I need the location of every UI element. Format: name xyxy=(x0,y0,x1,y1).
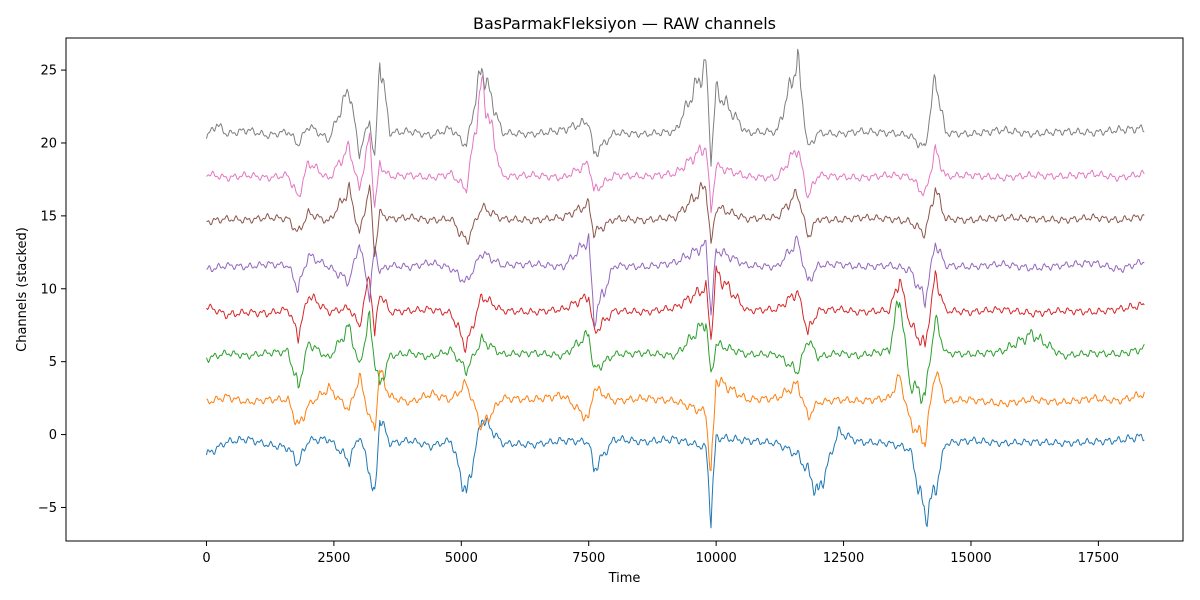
x-axis-ticks: 0 2500 5000 7500 10000 12500 15000 17500 xyxy=(202,541,1119,566)
x-tick-label: 17500 xyxy=(1078,551,1119,566)
channel-5-line xyxy=(206,233,1145,328)
channel-8-line xyxy=(206,48,1145,167)
channel-4-line xyxy=(206,265,1145,353)
x-tick-label: 5000 xyxy=(445,551,478,566)
x-tick-label: 10000 xyxy=(695,551,736,566)
x-tick-label: 12500 xyxy=(823,551,864,566)
x-axis-label: Time xyxy=(608,571,641,586)
x-tick-label: 0 xyxy=(202,551,210,566)
y-axis-label: Channels (stacked) xyxy=(15,227,30,352)
y-tick-label: 15 xyxy=(40,209,57,224)
channel-3-line xyxy=(206,300,1145,404)
axes-frame xyxy=(65,37,1184,542)
channel-1-line xyxy=(206,417,1145,529)
x-tick-label: 2500 xyxy=(317,551,350,566)
y-tick-label: 10 xyxy=(40,282,57,297)
y-tick-label: 5 xyxy=(49,355,57,370)
y-tick-label: 20 xyxy=(40,136,57,151)
y-tick-label: 0 xyxy=(49,428,57,443)
plot-background xyxy=(66,38,1183,541)
x-tick-label: 15000 xyxy=(950,551,991,566)
chart-title: BasParmakFleksiyon — RAW channels xyxy=(473,14,776,33)
channel-7-line xyxy=(206,75,1145,214)
x-tick-label: 7500 xyxy=(572,551,605,566)
plot-area xyxy=(65,37,1184,542)
channel-2-line xyxy=(206,369,1145,472)
channel-6-line xyxy=(206,181,1145,257)
y-tick-label: 25 xyxy=(40,64,57,79)
y-axis-ticks: −5 0 5 10 15 20 25 xyxy=(38,64,66,516)
series-layer xyxy=(206,48,1145,529)
y-tick-label: −5 xyxy=(38,501,57,516)
